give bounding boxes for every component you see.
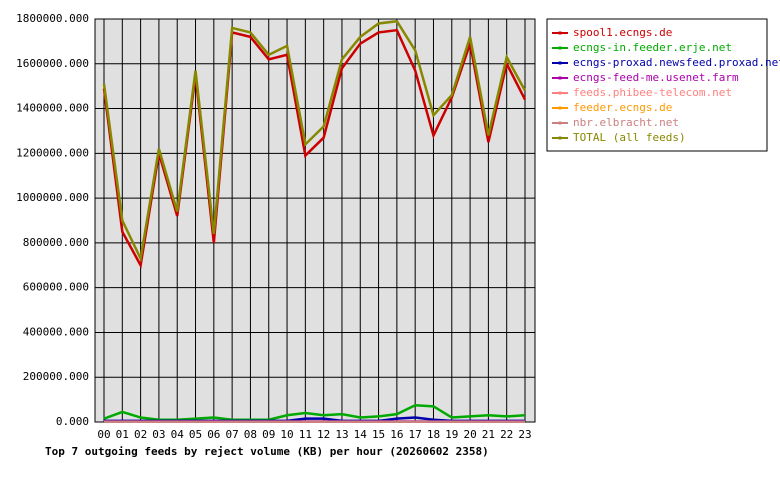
x-tick-label: 00 [97, 428, 110, 441]
x-tick-label: 12 [317, 428, 330, 441]
legend-marker [558, 31, 562, 35]
legend-marker [558, 61, 562, 65]
legend-marker [558, 121, 562, 125]
x-tick-label: 10 [280, 428, 293, 441]
y-tick-label: 1200000.000 [16, 146, 89, 159]
y-tick-label: 1800000.000 [16, 12, 89, 25]
legend-marker [558, 46, 562, 50]
x-tick-label: 15 [372, 428, 385, 441]
x-tick-label: 17 [409, 428, 422, 441]
legend-label: feeder.ecngs.de [573, 101, 672, 114]
x-tick-label: 01 [116, 428, 129, 441]
x-tick-label: 23 [518, 428, 531, 441]
x-tick-label: 05 [189, 428, 202, 441]
x-tick-label: 09 [262, 428, 275, 441]
x-tick-label: 20 [463, 428, 476, 441]
y-tick-label: 200000.000 [23, 370, 89, 383]
y-tick-label: 1000000.000 [16, 191, 89, 204]
x-tick-label: 07 [226, 428, 239, 441]
x-tick-label: 06 [207, 428, 220, 441]
legend-box [546, 18, 768, 152]
y-tick-label: 600000.000 [23, 281, 89, 294]
legend-label: spool1.ecngs.de [573, 26, 672, 39]
y-tick-label: 1600000.000 [16, 57, 89, 70]
legend-marker [558, 106, 562, 110]
x-tick-label: 19 [445, 428, 458, 441]
series-line [102, 19, 527, 263]
legend-label: ecngs-feed-me.usenet.farm [573, 71, 739, 84]
x-tick-label: 04 [171, 428, 185, 441]
x-tick-label: 03 [152, 428, 165, 441]
legend-marker [558, 76, 562, 80]
x-tick-label: 13 [335, 428, 348, 441]
legend-label: TOTAL (all feeds) [573, 131, 686, 144]
x-tick-label: 11 [299, 428, 312, 441]
legend-marker [558, 91, 562, 95]
x-tick-label: 22 [500, 428, 513, 441]
x-tick-label: 02 [134, 428, 147, 441]
legend-marker [558, 136, 562, 140]
x-tick-label: 08 [244, 428, 257, 441]
legend-label: ecngs-proxad.newsfeed.proxad.net [573, 56, 780, 69]
y-tick-label: 800000.000 [23, 236, 89, 249]
legend-label: feeds.phibee-telecom.net [573, 86, 732, 99]
chart-title: Top 7 outgoing feeds by reject volume (K… [45, 445, 489, 458]
x-tick-label: 21 [482, 428, 495, 441]
x-tick-label: 16 [390, 428, 403, 441]
y-tick-label: 0.000 [56, 415, 89, 428]
x-tick-label: 14 [354, 428, 368, 441]
plot-area [95, 19, 535, 422]
legend-label: nbr.elbracht.net [573, 116, 679, 129]
legend-label: ecngs-in.feeder.erje.net [573, 41, 732, 54]
y-tick-label: 400000.000 [23, 325, 89, 338]
y-tick-label: 1400000.000 [16, 102, 89, 115]
x-tick-label: 18 [427, 428, 440, 441]
